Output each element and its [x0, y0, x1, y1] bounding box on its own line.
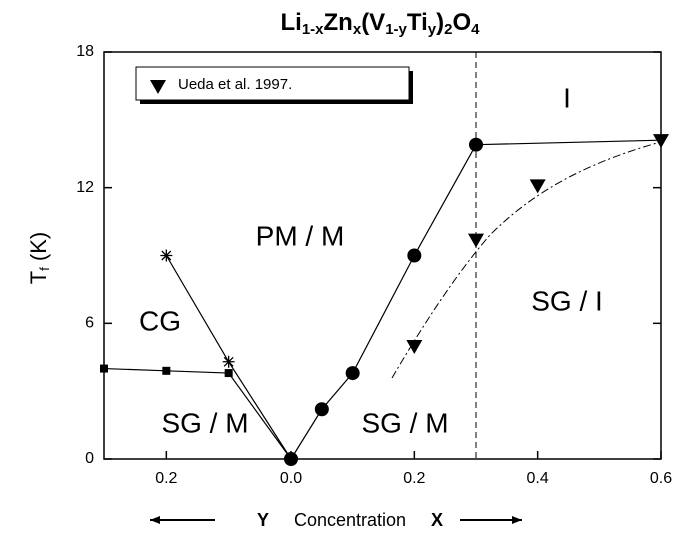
- x-tick-label: 0.2: [155, 470, 177, 487]
- y-tick-label: 18: [76, 43, 94, 60]
- star-marker: [222, 355, 235, 368]
- circle-marker: [284, 452, 298, 466]
- star-marker: [160, 249, 173, 262]
- arrow-right-head: [512, 516, 522, 524]
- legend-marker: [150, 80, 166, 94]
- y-tick-label: 6: [85, 315, 94, 332]
- square-marker: [224, 369, 233, 378]
- triangle-marker: [406, 339, 423, 354]
- y-label-sub: f: [37, 267, 52, 271]
- arrow-left-head: [150, 516, 160, 524]
- square-marker: [162, 366, 171, 375]
- legend-label: Ueda et al. 1997.: [178, 76, 292, 93]
- x-label-left: Y: [257, 510, 269, 530]
- title-sub: y: [428, 21, 437, 38]
- title-sub: 4: [471, 21, 480, 38]
- x-tick-label: 0.2: [403, 470, 425, 487]
- triangle-marker: [653, 134, 669, 149]
- region-label: SG / I: [531, 285, 603, 316]
- y-label-unit: (K): [26, 232, 51, 261]
- circle-marker: [407, 248, 422, 263]
- series-line: [475, 139, 662, 146]
- title-sub: 1-y: [385, 21, 407, 38]
- circle-marker: [314, 402, 329, 417]
- region-label: CG: [139, 305, 181, 336]
- region-label: PM / M: [256, 220, 345, 251]
- series-line: [103, 367, 292, 460]
- triangle-marker: [468, 233, 484, 248]
- title-part: Ti: [407, 9, 428, 36]
- fit-curve: [391, 142, 658, 379]
- y-tick-label: 12: [76, 179, 94, 196]
- title-part: Li: [281, 9, 302, 36]
- title-part: ): [436, 9, 444, 36]
- region-label: SG / M: [361, 407, 448, 438]
- title-sub: 2: [444, 21, 452, 38]
- x-label-right: X: [431, 510, 443, 530]
- x-tick-label: 0.0: [280, 470, 302, 487]
- x-tick-label: 0.6: [650, 470, 672, 487]
- title-part: (V: [361, 9, 385, 36]
- title-sub: x: [353, 21, 362, 38]
- triangle-marker: [529, 179, 546, 194]
- title-sub: 1-x: [302, 21, 324, 38]
- y-label-main: T: [26, 271, 51, 284]
- y-tick-label: 0: [85, 450, 94, 467]
- title-part: O: [452, 9, 471, 36]
- plot-frame: [103, 51, 662, 460]
- x-label-middle: Concentration: [294, 510, 406, 530]
- y-label: Tf (K): [26, 232, 53, 284]
- title-part: Zn: [324, 9, 353, 36]
- region-label: I: [563, 82, 571, 113]
- circle-marker: [345, 366, 360, 381]
- legend-box: [135, 66, 410, 101]
- chart-title: Li1-xZnx(V1-yTiy)2O4: [281, 9, 481, 38]
- region-label: SG / M: [161, 407, 248, 438]
- x-tick-label: 0.4: [527, 470, 549, 487]
- square-marker: [100, 364, 108, 373]
